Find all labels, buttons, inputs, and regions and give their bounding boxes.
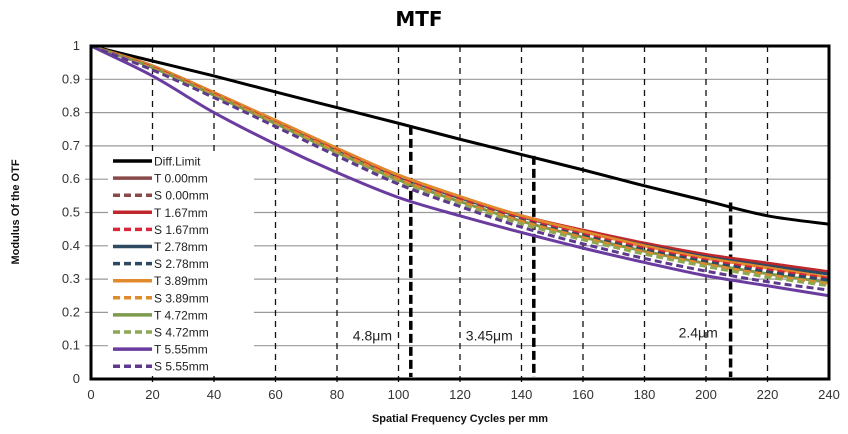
marker-label: 4.8μm [353,328,392,344]
y-tick-label: 0.1 [62,338,80,353]
y-tick-label: 1 [73,38,80,53]
y-tick-label: 0.3 [62,271,80,286]
x-tick-label: 80 [330,387,344,402]
y-tick-label: 0.2 [62,304,80,319]
x-tick-label: 220 [757,387,779,402]
legend-label: S 4.72mm [154,326,209,340]
legend-label: Diff.Limit [154,155,201,169]
x-tick-label: 240 [818,387,840,402]
x-tick-label: 20 [145,387,159,402]
legend-label: T 1.67mm [154,206,208,220]
x-tick-label: 60 [268,387,282,402]
x-tick-label: 120 [449,387,471,402]
series-line [90,44,830,286]
series-line [90,44,830,298]
legend-label: T 4.72mm [154,308,208,322]
y-tick-label: 0.7 [62,138,80,153]
series-line [90,44,830,279]
legend-label: T 3.89mm [154,274,208,288]
y-tick-label: 0.8 [62,105,80,120]
x-tick-label: 140 [511,387,533,402]
x-tick-label: 0 [87,387,94,402]
series-line [90,44,830,226]
legend-label: T 5.55mm [154,343,208,357]
y-axis-label: Modulus Of the OTF [10,159,22,264]
legend: Diff.Limit T 0.00mm S 0.00mm T 1.67mm S 1.67… [108,152,254,374]
y-tick-label: 0.6 [62,171,80,186]
marker-label: 2.4μm [679,324,718,340]
legend-label: S 2.78mm [154,257,209,271]
marker-label: 3.45μm [466,328,513,344]
y-tick-label: 0.5 [62,205,80,220]
y-tick-label: 0.4 [62,238,80,253]
legend-label: S 5.55mm [154,360,209,374]
legend-label: S 1.67mm [154,223,209,237]
x-axis-label: Spatial Frequency Cycles per mm [372,413,548,425]
legend-label: T 0.00mm [154,172,208,186]
legend-label: S 3.89mm [154,291,209,305]
series-line [90,44,830,292]
x-tick-label: 200 [695,387,717,402]
x-tick-label: 40 [207,387,221,402]
y-tick-label: 0.9 [62,71,80,86]
plot-frame [89,44,831,381]
legend-label: S 0.00mm [154,189,209,203]
x-tick-label: 180 [634,387,656,402]
legend-label: T 2.78mm [154,240,208,254]
x-tick-label: 160 [572,387,594,402]
legend-box [108,152,254,374]
y-tick-label: 0 [73,371,80,386]
chart-title: MTF [395,7,442,31]
x-tick-label: 100 [388,387,410,402]
